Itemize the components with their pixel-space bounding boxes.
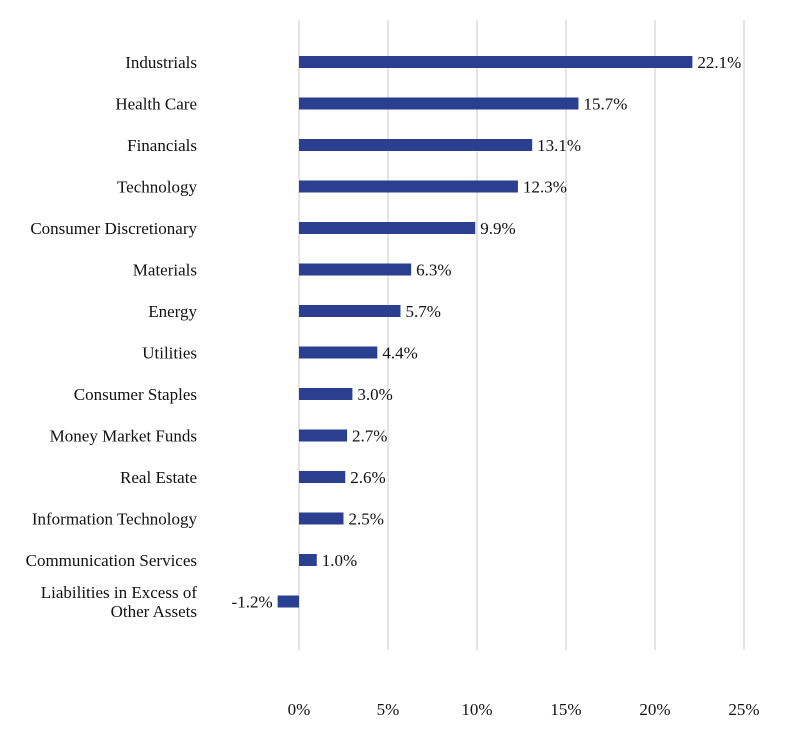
value-label: 22.1% <box>697 53 741 72</box>
bar <box>299 554 317 566</box>
bar <box>299 471 346 483</box>
category-label: Money Market Funds <box>50 427 197 446</box>
value-label: 2.6% <box>350 468 385 487</box>
category-label: Industrials <box>125 53 197 72</box>
value-label: 6.3% <box>416 261 451 280</box>
x-tick-label: 0% <box>288 700 311 719</box>
value-label: 12.3% <box>523 178 567 197</box>
bar <box>299 305 401 317</box>
category-labels: Industrials Health Care Financials Technolo… <box>26 53 198 621</box>
category-label: Utilities <box>142 344 197 363</box>
value-label: 2.7% <box>352 427 387 446</box>
category-label: Technology <box>117 178 198 197</box>
bar <box>299 56 693 68</box>
x-tick-label: 5% <box>377 700 400 719</box>
x-axis-ticks: 0% 5% 10% 15% 20% 25% <box>288 700 760 719</box>
bars <box>277 56 693 608</box>
bar <box>299 139 533 151</box>
bar <box>299 346 378 359</box>
value-label: 2.5% <box>349 510 384 529</box>
value-label: 9.9% <box>480 219 515 238</box>
bar <box>299 388 353 400</box>
value-label: 3.0% <box>357 385 392 404</box>
bar <box>277 595 299 608</box>
bar <box>299 429 348 442</box>
category-label: Financials <box>127 136 197 155</box>
value-label: 5.7% <box>405 302 440 321</box>
category-label: Health Care <box>115 95 197 114</box>
category-label: Energy <box>148 302 197 321</box>
bar <box>299 222 476 234</box>
value-label: 15.7% <box>583 95 627 114</box>
gridlines <box>298 20 745 650</box>
value-label: 4.4% <box>382 344 417 363</box>
category-label: Information Technology <box>32 510 198 529</box>
category-label: Materials <box>133 261 197 280</box>
bar <box>299 512 344 525</box>
category-label: Liabilities in Excess of Other Assets <box>41 583 198 621</box>
x-tick-label: 25% <box>728 700 759 719</box>
x-tick-label: 10% <box>461 700 492 719</box>
category-label: Consumer Staples <box>74 385 197 404</box>
category-label: Real Estate <box>120 468 197 487</box>
bar <box>299 180 518 193</box>
category-label: Consumer Discretionary <box>30 219 197 238</box>
category-label: Communication Services <box>26 551 197 570</box>
x-tick-label: 20% <box>639 700 670 719</box>
value-label: 13.1% <box>537 136 581 155</box>
value-label: -1.2% <box>232 593 273 612</box>
value-labels: 22.1% 15.7% 13.1% 12.3% 9.9% 6.3% 5.7% 4.4% 3.0%… <box>232 53 742 612</box>
bar <box>299 97 579 110</box>
value-label: 1.0% <box>322 551 357 570</box>
x-tick-label: 15% <box>550 700 581 719</box>
bar <box>299 263 412 276</box>
